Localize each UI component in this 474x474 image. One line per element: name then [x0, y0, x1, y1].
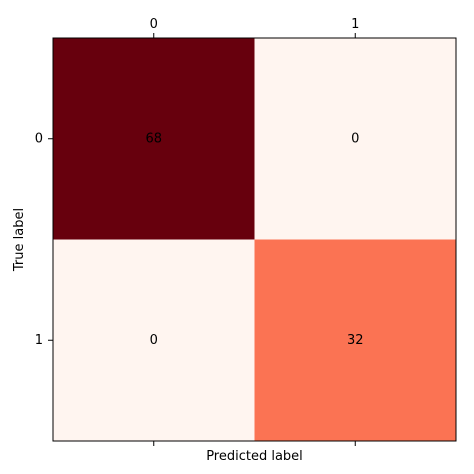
y-tick-label: 0: [35, 131, 43, 146]
x-axis-label: Predicted label: [206, 449, 303, 464]
cell-value-label: 32: [347, 333, 364, 348]
axis-ticks: [48, 33, 356, 446]
y-axis-label: True label: [12, 208, 27, 272]
cell-value-label: 68: [145, 131, 162, 146]
x-tick-label: 0: [150, 17, 158, 32]
heatmap-cells: [53, 38, 456, 441]
x-tick-label: 1: [351, 17, 359, 32]
heatmap-cell-0-1: [254, 38, 456, 240]
axis-tick-labels: 0 1 0 1: [35, 17, 360, 348]
y-tick-label: 1: [35, 333, 43, 348]
heatmap-cell-1-0: [53, 239, 255, 441]
cell-value-label: 0: [351, 131, 359, 146]
cell-value-label: 0: [150, 333, 158, 348]
heatmap-cell-1-1: [254, 239, 456, 441]
heatmap-cell-labels: 68 0 0 32: [145, 131, 363, 348]
plot-frame: [52, 37, 457, 442]
heatmap-cell-0-0: [53, 38, 255, 240]
